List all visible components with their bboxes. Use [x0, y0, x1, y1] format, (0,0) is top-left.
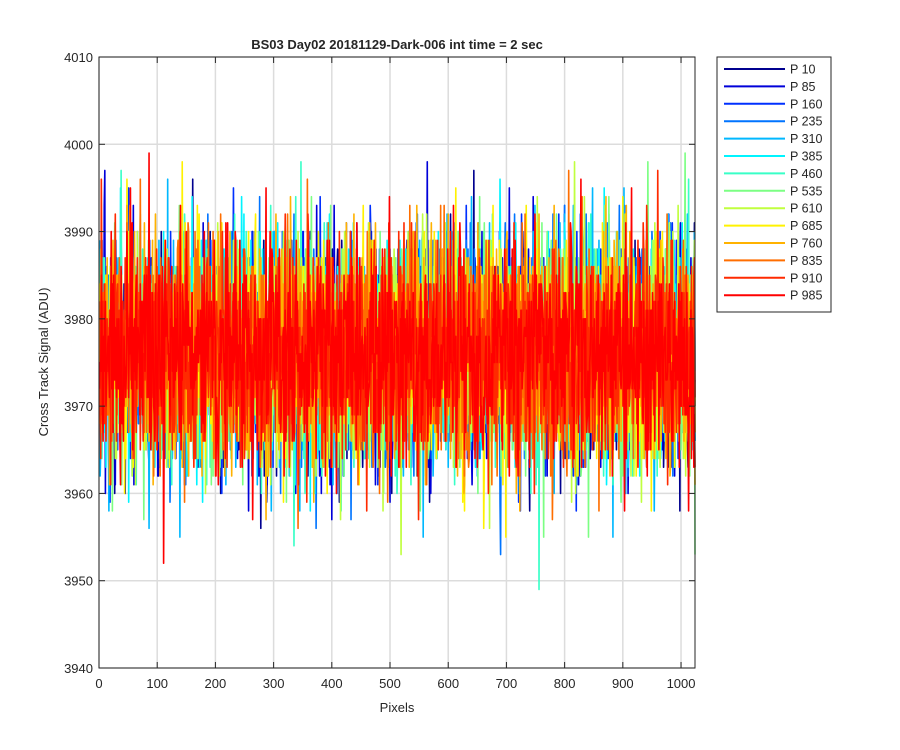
legend: P 10 P 85 P 160 P 235 P 310 P 385 P 460 P 535 P …	[716, 56, 832, 313]
y-tick-label: 3980	[64, 312, 93, 327]
x-axis-label: Pixels	[380, 700, 415, 715]
x-tick-label: 300	[263, 676, 285, 691]
series-lines	[98, 152, 696, 591]
x-tick-label: 900	[612, 676, 634, 691]
x-tick-label: 100	[146, 676, 168, 691]
legend-label: P 685	[790, 219, 822, 233]
y-tick-label: 3940	[64, 661, 93, 676]
legend-label: P 10	[790, 63, 816, 77]
series-line	[98, 152, 696, 565]
legend-label: P 760	[790, 237, 822, 251]
x-tick-label: 0	[95, 676, 102, 691]
y-tick-label: 3990	[64, 225, 93, 240]
chart-title: BS03 Day02 20181129-Dark-006 int time = …	[251, 37, 543, 52]
legend-label: P 985	[790, 289, 822, 303]
x-tick-label: 1000	[667, 676, 696, 691]
y-tick-label: 3960	[64, 486, 93, 501]
x-tick-label: 700	[496, 676, 518, 691]
legend-label: P 610	[790, 202, 822, 216]
legend-label: P 310	[790, 132, 822, 146]
legend-label: P 910	[790, 271, 822, 285]
x-tick-label: 200	[205, 676, 227, 691]
y-axis-label: Cross Track Signal (ADU)	[36, 288, 51, 437]
legend-label: P 160	[790, 97, 822, 111]
y-tick-label: 3970	[64, 399, 93, 414]
y-tick-label: 4010	[64, 50, 93, 65]
x-tick-label: 600	[437, 676, 459, 691]
x-tick-label: 400	[321, 676, 343, 691]
legend-label: P 385	[790, 150, 822, 164]
legend-label: P 235	[790, 115, 822, 129]
y-tick-label: 3950	[64, 574, 93, 589]
legend-label: P 85	[790, 80, 816, 94]
plot-frame	[98, 56, 696, 669]
legend-label: P 460	[790, 167, 822, 181]
legend-label: P 835	[790, 254, 822, 268]
legend-label: P 535	[790, 184, 822, 198]
x-tick-label: 800	[554, 676, 576, 691]
y-tick-label: 4000	[64, 137, 93, 152]
axis-ticks: 0 100 200 300 400 500 600 700 800 900 1000 3940 3950…	[64, 50, 695, 691]
legend-box	[716, 56, 832, 313]
x-tick-label: 500	[379, 676, 401, 691]
